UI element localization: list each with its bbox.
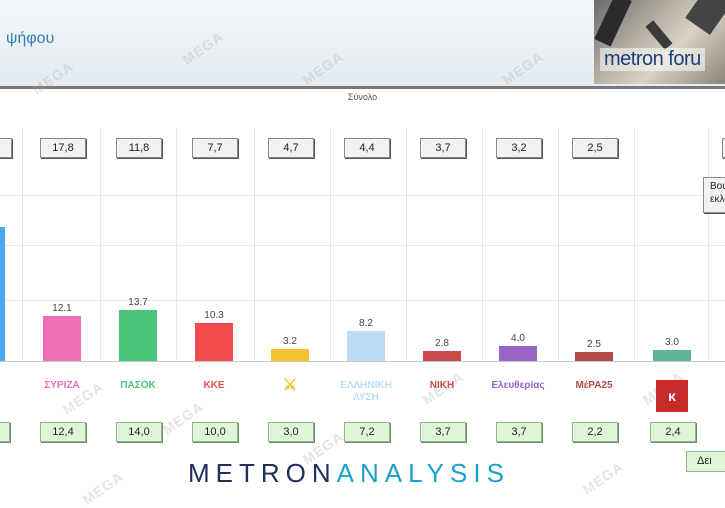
bar-value-label: 12.1 — [52, 303, 72, 315]
bar-5 — [347, 330, 385, 361]
bar-1 — [43, 316, 81, 361]
chart-baseline — [0, 361, 725, 362]
bottom-badge-cut — [0, 422, 10, 442]
grid-column-line — [254, 128, 255, 360]
grid-line — [0, 245, 725, 246]
bar-value-label: 10.3 — [204, 309, 224, 321]
bottom-value-badge: 12,4 — [40, 422, 86, 442]
header-bar: ψήφου metron foru — [0, 0, 725, 86]
vouli-elections-button[interactable]: Βουλ εκλογ — [703, 177, 725, 213]
bar-cut — [0, 227, 5, 361]
side-button-line1: Βουλ — [710, 181, 725, 192]
kinima-logo-icon: κ — [642, 380, 702, 412]
top-value-badge: 4,4 — [344, 138, 390, 158]
grid-line — [0, 195, 725, 196]
metron-analysis-brand: METRONANALYSIS — [188, 458, 510, 489]
grid-line — [0, 300, 725, 301]
grid-column-line — [634, 128, 635, 360]
metron-forum-banner: metron foru — [594, 0, 725, 84]
top-value-badge: 3,7 — [420, 138, 466, 158]
grid-column-line — [330, 128, 331, 360]
kke-logo-icon: ΚΚΕ — [203, 380, 225, 391]
header-title: ψήφου — [6, 30, 55, 47]
pasok-logo-icon: ΠΑΣΟΚ — [120, 380, 156, 391]
bar-9 — [653, 349, 691, 361]
brand-part1: METRON — [188, 458, 337, 488]
mega-watermark: MEGA — [579, 458, 627, 498]
bar-value-label: 3.0 — [665, 336, 679, 348]
side-button-line2: εκλογ — [710, 194, 725, 205]
grid-column-line — [406, 128, 407, 360]
top-value-badge: 17,8 — [40, 138, 86, 158]
bar-3 — [195, 322, 233, 361]
plefsi-logo-icon: Ελευθερίας — [491, 380, 545, 391]
section-label: Σύνολο — [347, 92, 378, 102]
bar-value-label: 3.2 — [283, 336, 297, 348]
header-divider — [0, 86, 725, 89]
mega-watermark: MEGA — [79, 468, 127, 508]
bar-value-label: 2.5 — [587, 338, 601, 350]
grid-column-line — [482, 128, 483, 360]
bar-2 — [119, 310, 157, 361]
bar-8 — [575, 351, 613, 361]
top-badge-right-cut — [722, 138, 725, 158]
bottom-value-badge: 14,0 — [116, 422, 162, 442]
bottom-button[interactable]: Δει — [686, 451, 725, 472]
bottom-value-badge: 2,2 — [572, 422, 618, 442]
bar-value-label: 13.7 — [128, 297, 148, 309]
grid-column-line — [22, 128, 23, 360]
top-value-badge: 4,7 — [268, 138, 314, 158]
bottom-value-badge: 10,0 — [192, 422, 238, 442]
top-value-badge: 7,7 — [192, 138, 238, 158]
bar-7 — [499, 346, 537, 361]
top-value-badge: 11,8 — [116, 138, 162, 158]
bar-6 — [423, 350, 461, 361]
bar-4 — [271, 349, 309, 361]
grid-column-line — [708, 128, 709, 360]
bottom-value-badge: 7,2 — [344, 422, 390, 442]
bottom-value-badge: 3,7 — [496, 422, 542, 442]
bar-value-label: 2.8 — [435, 337, 449, 349]
bar-value-label: 4.0 — [511, 333, 525, 345]
niki-logo-icon: ΝΙΚΗ — [429, 380, 455, 391]
bottom-value-badge: 2,4 — [650, 422, 696, 442]
mera25-logo-icon: ΜέΡΑ25 — [575, 380, 613, 391]
top-value-badge: 3,2 — [496, 138, 542, 158]
grid-column-line — [558, 128, 559, 360]
bottom-value-badge: 3,0 — [268, 422, 314, 442]
bottom-value-badge: 3,7 — [420, 422, 466, 442]
syriza-logo-icon: ΣΥΡΙΖΑ — [44, 380, 80, 391]
forum-label: metron foru — [600, 48, 705, 71]
elliniki-lysi-logo-icon: ΕΛΛΗΝΙΚΗ ΛΥΣΗ — [340, 380, 392, 403]
grid-column-line — [176, 128, 177, 360]
brand-part2: ANALYSIS — [336, 458, 510, 488]
bar-value-label: 8.2 — [359, 317, 373, 329]
grid-column-line — [100, 128, 101, 360]
spartan-helmet-icon: ⚔ — [282, 377, 298, 394]
top-badge-cut — [0, 138, 12, 158]
top-value-badge: 2,5 — [572, 138, 618, 158]
